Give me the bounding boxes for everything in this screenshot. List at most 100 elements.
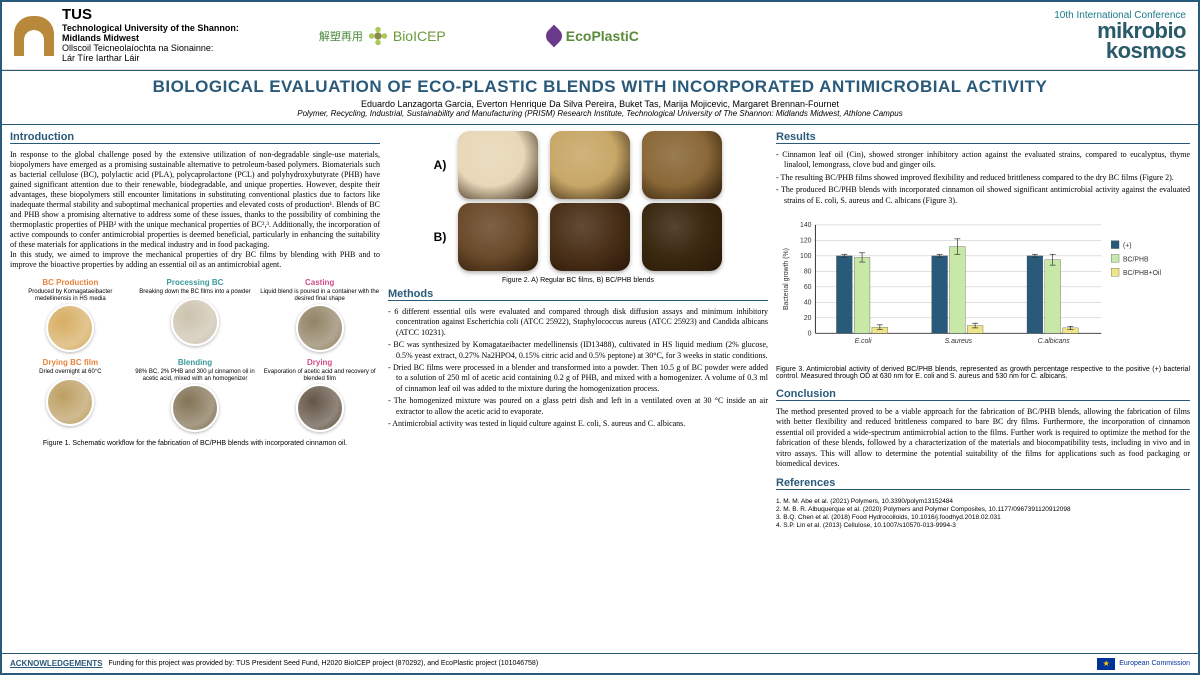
svg-text:40: 40 <box>804 299 812 306</box>
references-list: 1. M. M. Abe et al. (2021) Polymers, 10.… <box>776 498 1190 529</box>
bar-chart: 0 20 40 60 80 100 120 140 Bacterial growth (%) E.… <box>776 216 1190 356</box>
eu-flag-icon: ★ <box>1097 658 1115 670</box>
film-b3 <box>642 203 722 271</box>
svg-text:E.coli: E.coli <box>855 338 872 345</box>
authors: Eduardo Lanzagorta Garcia, Everton Henri… <box>14 99 1186 109</box>
affiliation: Polymer, Recycling, Industrial, Sustaina… <box>14 109 1186 118</box>
leaf-icon <box>542 24 565 47</box>
tus-acronym: TUS <box>62 7 239 24</box>
results-list: Cinnamon leaf oil (Cin), showed stronger… <box>776 150 1190 208</box>
methods-item: Antimicrobial activity was tested in liq… <box>388 419 768 429</box>
wf-photo <box>171 384 219 432</box>
conclusion-text: The method presented proved to be a viab… <box>776 407 1190 469</box>
svg-text:100: 100 <box>800 253 812 260</box>
film-b2 <box>550 203 630 271</box>
film-b1 <box>458 203 538 271</box>
wf-desc: Dried overnight at 60°C <box>10 369 131 376</box>
results-item: The resulting BC/PHB films showed improv… <box>776 173 1190 183</box>
col-intro: Introduction In response to the global c… <box>10 131 380 647</box>
reference-item: 1. M. M. Abe et al. (2021) Polymers, 10.… <box>776 498 1190 506</box>
wf-photo <box>46 304 94 352</box>
tus-line4: Lár Tíre Iarthar Láir <box>62 54 239 64</box>
results-item: Cinnamon leaf oil (Cin), showed stronger… <box>776 150 1190 171</box>
fig3-caption: Figure 3. Antimicrobial activity of deri… <box>776 366 1190 380</box>
wf-desc: Liquid blend is poured in a container wi… <box>259 289 380 302</box>
logo-ecoplastic: EcoPlastiC <box>546 28 639 44</box>
results-item: The produced BC/PHB blends with incorpor… <box>776 185 1190 206</box>
reference-item: 3. B.Q. Chen et al. (2018) Food Hydrocol… <box>776 514 1190 522</box>
eu-text: European Commission <box>1119 660 1190 667</box>
wf-title: Casting <box>259 278 380 287</box>
wf-desc: Produced by Komagataeibacter medellinens… <box>10 289 131 302</box>
svg-text:S.aureus: S.aureus <box>945 338 973 345</box>
chart-area: 0 20 40 60 80 100 120 140 Bacterial growth (%) E.… <box>776 216 1190 356</box>
svg-text:60: 60 <box>804 284 812 291</box>
bioicep-flower-icon <box>367 25 389 47</box>
ecoplastic-name: EcoPlastiC <box>566 28 639 44</box>
header-logos: TUS Technological University of the Shan… <box>2 2 1198 70</box>
film-panel: A) B) Figure 2. A) Regular BC films, B) … <box>388 131 768 284</box>
methods-item: Dried BC films were processed in a blend… <box>388 363 768 394</box>
svg-text:80: 80 <box>804 268 812 275</box>
methods-item: 6 different essential oils were evaluate… <box>388 307 768 338</box>
wf-desc: Breaking down the BC films into a powder <box>135 289 256 296</box>
footer: ACKNOWLEDGEMENTS Funding for this projec… <box>2 653 1198 673</box>
body: Introduction In response to the global c… <box>2 125 1198 653</box>
fig1-caption: Figure 1. Schematic workflow for the fab… <box>10 440 380 447</box>
film-a1 <box>458 131 538 199</box>
wf-photo <box>296 304 344 352</box>
workflow-grid: BC Production Produced by Komagataeibact… <box>10 278 380 434</box>
film-label-a: A) <box>434 158 447 172</box>
poster-title: BIOLOGICAL EVALUATION OF ECO-PLASTIC BLE… <box>14 77 1186 97</box>
col-results: Results Cinnamon leaf oil (Cin), showed … <box>776 131 1190 647</box>
methods-item: BC was synthesized by Komagataeibacter m… <box>388 340 768 361</box>
ack-label: ACKNOWLEDGEMENTS <box>10 659 102 668</box>
svg-text:20: 20 <box>804 315 812 322</box>
logo-mikrobiokosmos: 10th International Conference mikrobio k… <box>1054 10 1186 61</box>
poster-root: TUS Technological University of the Shan… <box>0 0 1200 675</box>
wf-desc: Evaporation of acetic acid and recovery … <box>259 369 380 382</box>
reference-item: 2. M. B. R. Albuquerque et al. (2020) Po… <box>776 506 1190 514</box>
intro-text: In response to the global challenge pose… <box>10 150 380 270</box>
svg-text:0: 0 <box>808 330 812 337</box>
wf-title: Blending <box>135 358 256 367</box>
intro-heading: Introduction <box>10 131 380 144</box>
wf-title: BC Production <box>10 278 131 287</box>
reference-item: 4. S.P. Lin et al. (2013) Cellulose, 10.… <box>776 522 1190 530</box>
workflow-step: Drying Evaporation of acetic acid and re… <box>259 358 380 434</box>
methods-list: 6 different essential oils were evaluate… <box>388 307 768 431</box>
tus-text: TUS Technological University of the Shan… <box>62 7 239 63</box>
film-a2 <box>550 131 630 199</box>
svg-text:Bacterial growth (%): Bacterial growth (%) <box>783 248 790 310</box>
logo-bioicep: 解塑再用 BioICEP <box>319 25 446 47</box>
conclusion-heading: Conclusion <box>776 388 1190 401</box>
ack-text: Funding for this project was provided by… <box>108 660 538 667</box>
wf-photo <box>171 298 219 346</box>
workflow-step: Processing BC Breaking down the BC films… <box>135 278 256 354</box>
svg-text:(+): (+) <box>1123 243 1132 250</box>
svg-text:BC/PHB+Oil: BC/PHB+Oil <box>1123 270 1161 277</box>
methods-heading: Methods <box>388 288 768 301</box>
bioicep-name: BioICEP <box>393 28 446 44</box>
mikrobio-name2: kosmos <box>1054 41 1186 61</box>
film-label-b: B) <box>434 230 447 244</box>
wf-title: Processing BC <box>135 278 256 287</box>
film-a3 <box>642 131 722 199</box>
svg-text:140: 140 <box>800 222 812 229</box>
fig2-caption: Figure 2. A) Regular BC films, B) BC/PHB… <box>502 277 654 284</box>
logo-tus: TUS Technological University of the Shan… <box>14 7 239 63</box>
references-heading: References <box>776 477 1190 490</box>
wf-photo <box>296 384 344 432</box>
bioicep-cn: 解塑再用 <box>319 28 363 44</box>
svg-text:120: 120 <box>800 237 812 244</box>
title-bar: BIOLOGICAL EVALUATION OF ECO-PLASTIC BLE… <box>2 70 1198 125</box>
col-methods: A) B) Figure 2. A) Regular BC films, B) … <box>388 131 768 647</box>
tus-arch-icon <box>14 16 54 56</box>
svg-text:C.albicans: C.albicans <box>1038 338 1071 345</box>
workflow-step: Casting Liquid blend is poured in a cont… <box>259 278 380 354</box>
workflow-step: Blending 98% BC, 2% PHB and 300 µl cinna… <box>135 358 256 434</box>
svg-text:BC/PHB: BC/PHB <box>1123 256 1149 263</box>
wf-title: Drying <box>259 358 380 367</box>
film-row-a: A) <box>434 131 723 199</box>
film-row-b: B) <box>434 203 723 271</box>
